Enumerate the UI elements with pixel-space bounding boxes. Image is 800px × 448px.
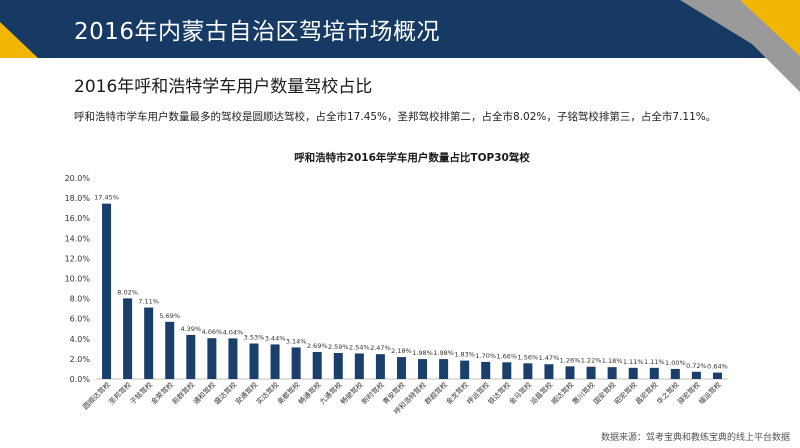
bar — [712, 372, 722, 379]
bar-value-label: 1.18% — [602, 357, 623, 365]
source-note: 数据来源：驾考宝典和教练宝典的线上平台数据 — [600, 433, 790, 443]
bar-value-label: 1.70% — [475, 352, 496, 360]
bar-value-label: 1.22% — [581, 357, 602, 365]
bar-value-label: 4.39% — [180, 325, 201, 333]
bar — [418, 359, 428, 379]
bar-value-label: 1.11% — [623, 358, 644, 366]
bar — [649, 367, 659, 379]
bar-value-label: 3.14% — [286, 337, 307, 345]
bar — [102, 203, 112, 379]
x-category-label: 福运驾校 — [697, 380, 723, 406]
section-subtitle: 2016年呼和浩特学车用户数量驾校占比 — [74, 77, 373, 97]
bar-value-label: 1.26% — [560, 356, 581, 364]
bar-value-label: 7.11% — [138, 298, 159, 306]
bar — [544, 364, 554, 379]
y-tick-label: 20.0% — [65, 174, 91, 183]
bar-value-label: 1.83% — [454, 351, 475, 359]
bar-value-label: 2.59% — [328, 343, 349, 351]
bar — [333, 352, 343, 379]
bar — [691, 371, 701, 379]
bar-value-label: 1.66% — [496, 352, 517, 360]
bar-value-label: 0.64% — [707, 363, 728, 371]
bar — [375, 354, 385, 379]
bar-value-label: 3.44% — [265, 334, 286, 342]
bar-value-label: 1.47% — [539, 354, 560, 362]
accent-yellow-right — [740, 0, 800, 56]
bar-value-label: 1.56% — [518, 353, 539, 361]
bar-value-label: 2.69% — [307, 342, 328, 350]
bar-value-label: 2.54% — [349, 343, 370, 351]
bar — [144, 307, 154, 379]
bar — [249, 343, 259, 379]
bar — [586, 366, 596, 379]
bar — [228, 338, 238, 379]
y-tick-label: 14.0% — [65, 234, 91, 243]
bar-value-label: 2.18% — [391, 347, 412, 355]
accent-yellow-left — [0, 22, 38, 58]
bar-value-label: 4.06% — [202, 328, 223, 336]
bar — [628, 367, 638, 379]
bar — [354, 353, 364, 379]
bar-value-label: 5.69% — [159, 312, 180, 320]
bar — [207, 338, 217, 379]
bar — [460, 360, 470, 379]
bar — [165, 321, 175, 379]
header-decoration — [0, 0, 800, 92]
bar — [670, 368, 680, 379]
bar — [439, 359, 449, 379]
y-tick-label: 8.0% — [70, 295, 91, 304]
bar — [481, 361, 491, 379]
chart-title: 呼和浩特市2016年学车用户数量占比TOP30驾校 — [294, 151, 530, 164]
y-tick-label: 0.0% — [70, 375, 91, 384]
bar-value-label: 4.04% — [223, 328, 244, 336]
bar-value-label: 1.98% — [412, 349, 433, 357]
bar-value-label: 1.11% — [644, 358, 665, 366]
x-category-label: 圆顺达驾校 — [81, 380, 112, 411]
section-description: 呼和浩特市学车用户数量最多的驾校是圆顺达驾校，占全市17.45%，圣邦驾校排第二… — [74, 111, 717, 123]
bar-value-label: 1.00% — [665, 359, 686, 367]
y-tick-label: 6.0% — [70, 315, 91, 324]
y-tick-label: 12.0% — [65, 254, 91, 263]
header-bar — [0, 0, 800, 58]
bar-value-label: 0.72% — [686, 362, 707, 370]
bar — [312, 351, 322, 379]
bar — [523, 363, 533, 379]
bar — [396, 357, 406, 379]
bar — [502, 362, 512, 379]
y-tick-label: 4.0% — [70, 335, 91, 344]
y-tick-label: 10.0% — [65, 275, 91, 284]
bar-value-label: 17.45% — [94, 194, 119, 202]
y-tick-label: 2.0% — [70, 355, 91, 364]
bar-value-label: 3.53% — [244, 334, 265, 342]
y-tick-label: 18.0% — [65, 194, 91, 203]
bar — [270, 344, 280, 379]
bar-value-label: 1.98% — [433, 349, 454, 357]
bar-value-label: 2.47% — [370, 344, 391, 352]
bar-value-label: 8.02% — [117, 288, 138, 296]
bar — [291, 347, 301, 379]
bar — [186, 334, 196, 379]
bar — [607, 367, 617, 379]
y-tick-label: 16.0% — [65, 214, 91, 223]
page-title: 2016年内蒙古自治区驾培市场概况 — [74, 19, 441, 45]
bar — [565, 366, 575, 379]
bar — [123, 298, 133, 379]
